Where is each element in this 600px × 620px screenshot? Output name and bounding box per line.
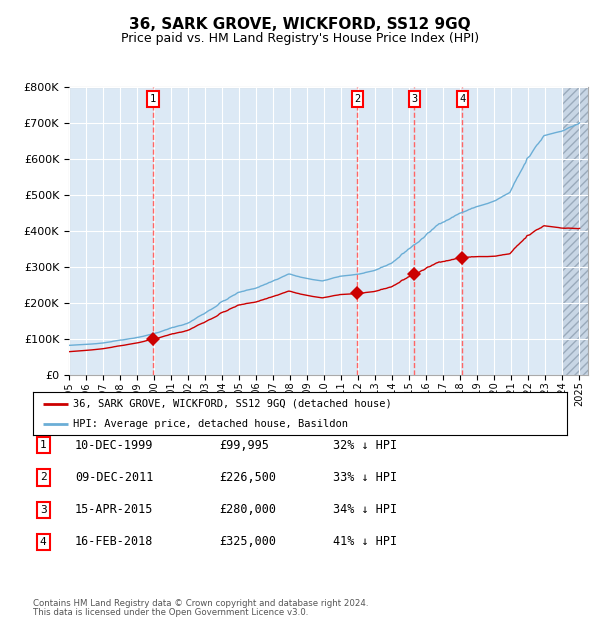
Text: Contains HM Land Registry data © Crown copyright and database right 2024.: Contains HM Land Registry data © Crown c… <box>33 598 368 608</box>
Text: 32% ↓ HPI: 32% ↓ HPI <box>333 439 397 451</box>
Text: HPI: Average price, detached house, Basildon: HPI: Average price, detached house, Basi… <box>73 418 348 428</box>
Text: 2: 2 <box>354 94 361 104</box>
Text: 41% ↓ HPI: 41% ↓ HPI <box>333 536 397 548</box>
Text: £99,995: £99,995 <box>219 439 269 451</box>
Text: 36, SARK GROVE, WICKFORD, SS12 9GQ (detached house): 36, SARK GROVE, WICKFORD, SS12 9GQ (deta… <box>73 399 392 409</box>
Bar <box>562 87 588 375</box>
Text: 09-DEC-2011: 09-DEC-2011 <box>75 471 154 484</box>
Text: 3: 3 <box>411 94 418 104</box>
Text: 1: 1 <box>150 94 156 104</box>
Text: 4: 4 <box>459 94 466 104</box>
Text: 2: 2 <box>40 472 47 482</box>
Text: 33% ↓ HPI: 33% ↓ HPI <box>333 471 397 484</box>
Text: £280,000: £280,000 <box>219 503 276 516</box>
Text: 34% ↓ HPI: 34% ↓ HPI <box>333 503 397 516</box>
Text: 1: 1 <box>40 440 47 450</box>
Text: Price paid vs. HM Land Registry's House Price Index (HPI): Price paid vs. HM Land Registry's House … <box>121 32 479 45</box>
Bar <box>562 87 588 375</box>
Text: This data is licensed under the Open Government Licence v3.0.: This data is licensed under the Open Gov… <box>33 608 308 617</box>
Text: 36, SARK GROVE, WICKFORD, SS12 9GQ: 36, SARK GROVE, WICKFORD, SS12 9GQ <box>129 17 471 32</box>
Text: £325,000: £325,000 <box>219 536 276 548</box>
Text: 15-APR-2015: 15-APR-2015 <box>75 503 154 516</box>
Text: 16-FEB-2018: 16-FEB-2018 <box>75 536 154 548</box>
Text: 4: 4 <box>40 537 47 547</box>
Text: 10-DEC-1999: 10-DEC-1999 <box>75 439 154 451</box>
Text: £226,500: £226,500 <box>219 471 276 484</box>
Text: 3: 3 <box>40 505 47 515</box>
